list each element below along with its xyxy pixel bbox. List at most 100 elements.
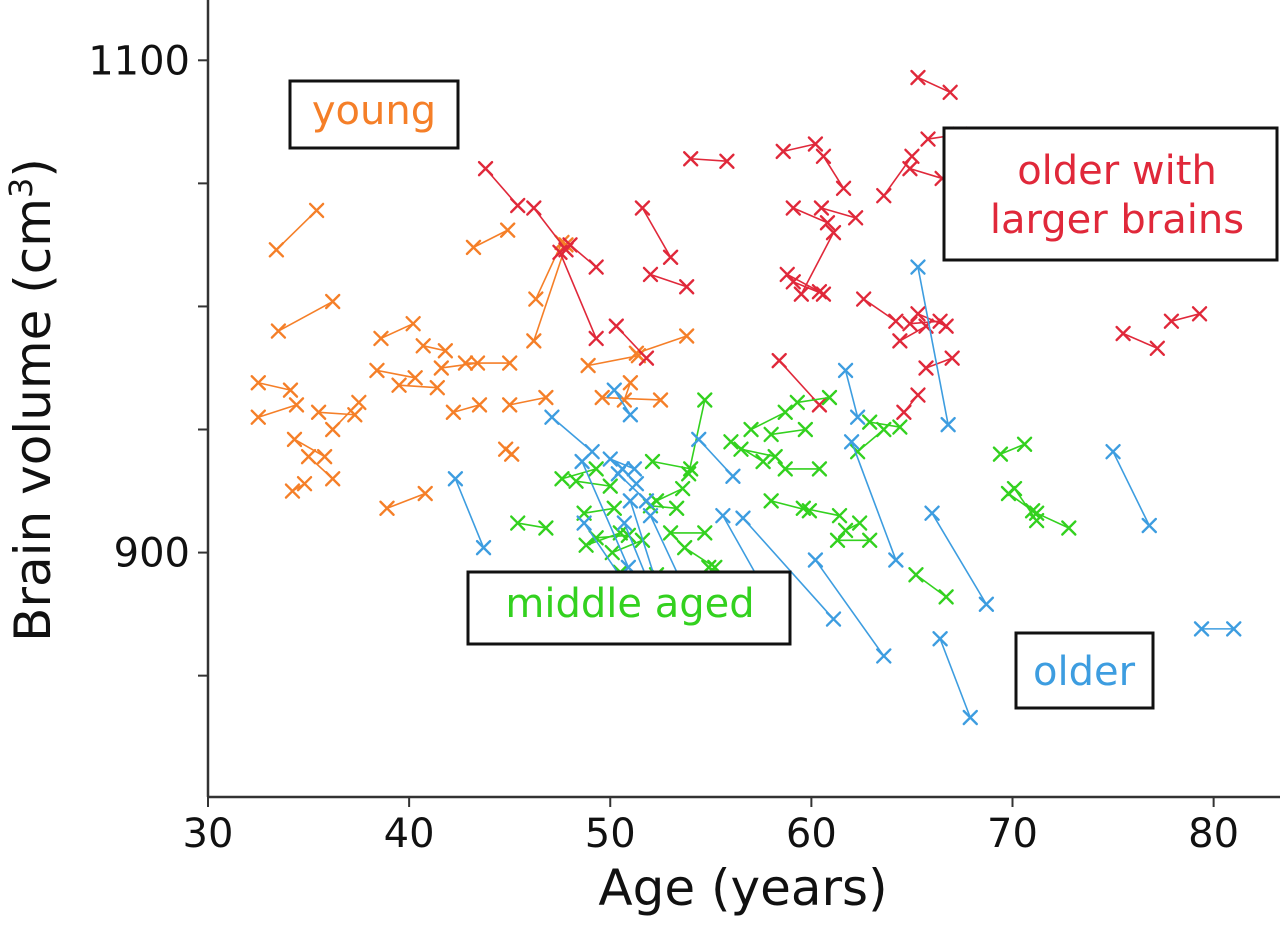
subject-link-line (561, 468, 597, 480)
data-point-x-marker (668, 500, 685, 516)
subject-link-line (803, 507, 840, 517)
subject-link-line (899, 325, 927, 342)
subject-link-line (609, 458, 635, 470)
data-point-x-marker (622, 375, 639, 391)
data-point-x-marker (580, 357, 596, 374)
subject-link-line (917, 313, 947, 327)
data-point-x-marker (902, 160, 918, 177)
data-point-x-marker (807, 552, 824, 568)
data-point-x-marker (683, 461, 699, 477)
data-point-x-marker (662, 525, 679, 541)
data-point-x-marker (851, 515, 868, 531)
series-group (447, 259, 1242, 726)
data-point-x-marker (351, 394, 367, 411)
data-point-x-marker (477, 160, 494, 177)
data-point-x-marker (1163, 313, 1180, 329)
data-point-x-marker (813, 200, 830, 216)
subject-link-line (454, 478, 485, 548)
ticks (198, 59, 1215, 807)
data-point-x-marker (554, 471, 570, 487)
subject-link-line (376, 369, 416, 379)
data-point-x-marker (433, 360, 450, 376)
subject-link-line (690, 157, 727, 163)
data-point-x-marker (676, 539, 693, 556)
data-point-x-marker (405, 315, 421, 332)
subject-link-line (559, 251, 597, 339)
annotation-2: middle aged (466, 570, 792, 646)
data-point-x-marker (793, 286, 810, 302)
subject-link-line (473, 229, 509, 249)
data-point-x-marker (510, 515, 526, 531)
data-point-x-marker (892, 333, 908, 349)
data-point-x-marker (678, 328, 695, 344)
x-tick-label: 60 (786, 811, 837, 857)
data-point-x-marker (652, 392, 669, 408)
data-point-x-marker (616, 515, 633, 531)
data-point-x-marker (415, 338, 431, 354)
data-point-x-marker (588, 330, 604, 347)
data-point-x-marker (1141, 517, 1157, 534)
data-point-x-marker (300, 448, 317, 465)
data-point-x-marker (270, 323, 287, 339)
data-point-x-marker (499, 222, 516, 238)
subject-link-line (602, 396, 661, 401)
data-point-x-marker (288, 397, 305, 413)
y-axis-label-superscript: 3 (2, 178, 40, 198)
data-point-x-marker (697, 392, 713, 408)
subject-link-line (318, 411, 355, 416)
data-point-x-marker (437, 343, 454, 359)
subject-link-line (797, 396, 830, 404)
subject-link-line (399, 384, 438, 389)
subject-link-line (783, 143, 816, 153)
subject-link-line (822, 155, 845, 189)
annotation-3: older (1014, 631, 1155, 710)
data-point-x-marker (678, 279, 695, 295)
data-point-x-marker (777, 404, 793, 420)
data-point-x-marker (876, 421, 892, 438)
subject-link-line (792, 207, 828, 224)
axes (206, 0, 1280, 799)
subject-link-line (909, 167, 943, 180)
data-point-x-marker (642, 266, 659, 283)
data-point-x-marker (811, 397, 828, 413)
data-point-x-marker (837, 522, 854, 539)
x-tick-label: 80 (1188, 811, 1239, 857)
data-point-x-marker (407, 370, 423, 386)
subject-link-line (533, 244, 567, 342)
data-point-x-marker (622, 407, 639, 423)
data-point-x-marker (1105, 443, 1121, 460)
data-point-x-marker (910, 387, 926, 403)
subject-link-line (575, 480, 611, 487)
x-axis-label: Age (years) (598, 859, 887, 917)
x-tick-label: 30 (183, 811, 234, 857)
subject-link-line (596, 534, 629, 539)
data-point-x-marker (602, 478, 618, 494)
subject-link-line (509, 396, 547, 406)
data-point-x-marker (620, 527, 637, 544)
y-tick-label: 900 (114, 531, 190, 577)
subject-link-line (917, 76, 951, 94)
subject-link-line (423, 345, 446, 352)
data-point-x-marker (588, 461, 604, 477)
subject-link-line (925, 357, 953, 369)
subject-link-line (453, 404, 480, 414)
subject-link-line (814, 559, 885, 657)
data-point-x-marker (942, 84, 958, 101)
data-point-x-marker (552, 244, 568, 260)
data-point-x-marker (777, 461, 793, 477)
data-point-x-marker (888, 313, 904, 329)
subject-link-line (641, 207, 672, 258)
data-point-x-marker (719, 153, 735, 169)
annotation-label: older (1033, 649, 1136, 695)
data-point-x-marker (723, 434, 739, 450)
data-point-x-marker (862, 414, 878, 430)
data-point-x-marker (538, 389, 554, 406)
data-point-x-marker (725, 468, 741, 484)
data-point-x-marker (825, 611, 842, 627)
annotation-box (288, 79, 460, 150)
data-point-x-marker (837, 362, 854, 379)
data-point-x-marker (904, 148, 920, 164)
subject-link-line (583, 507, 615, 514)
